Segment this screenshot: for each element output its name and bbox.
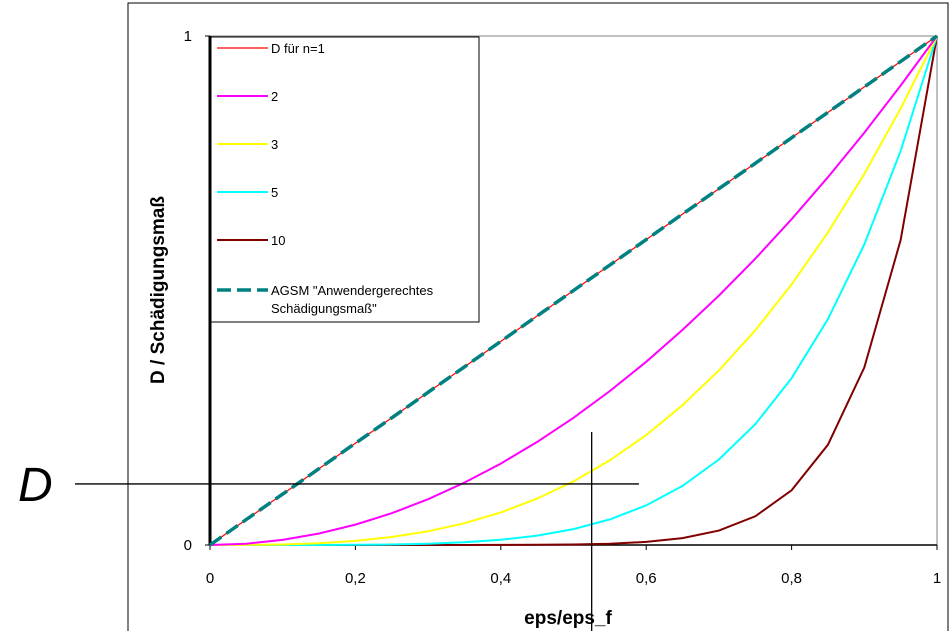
legend-label: D für n=1 [271,41,325,56]
d-annotation-label: D [18,459,53,512]
series-line-n5 [210,35,938,546]
series-layer [208,34,939,547]
y-ticks: 01 [184,28,210,554]
series-line-n2 [209,35,938,546]
y-tick-label: 0 [184,537,192,554]
legend-label: 3 [271,137,278,152]
legend-box [210,36,480,323]
x-tick-label: 0,6 [636,570,657,587]
legend-label: AGSM "Anwendergerechtes Schädigungsmaß" [271,283,434,316]
y-axis-label: D / Schädigungsmaß [148,196,169,384]
y-tick-label: 1 [184,28,192,45]
legend-label: 5 [271,185,278,200]
series-line-agsm [208,34,939,547]
legend-label: 10 [271,233,285,248]
x-axis-label: eps/eps_f [524,608,612,629]
annotation: D [18,432,639,631]
x-tick-label: 0,4 [490,570,511,587]
x-tick-label: 0,2 [345,570,366,587]
legend-label: 2 [271,89,278,104]
x-tick-label: 0,8 [781,570,802,587]
legend: D für n=1 2 3 5 10 AGSM "Anwendergerechtes Sch… [210,36,480,323]
x-ticks: 0 0,2 0,4 0,6 0,8 1 [206,545,941,587]
series-line-n3 [209,35,938,546]
x-tick-label: 0 [206,570,214,587]
x-tick-label: 1 [933,570,941,587]
